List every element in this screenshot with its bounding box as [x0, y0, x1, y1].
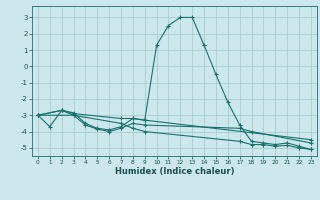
X-axis label: Humidex (Indice chaleur): Humidex (Indice chaleur)	[115, 167, 234, 176]
